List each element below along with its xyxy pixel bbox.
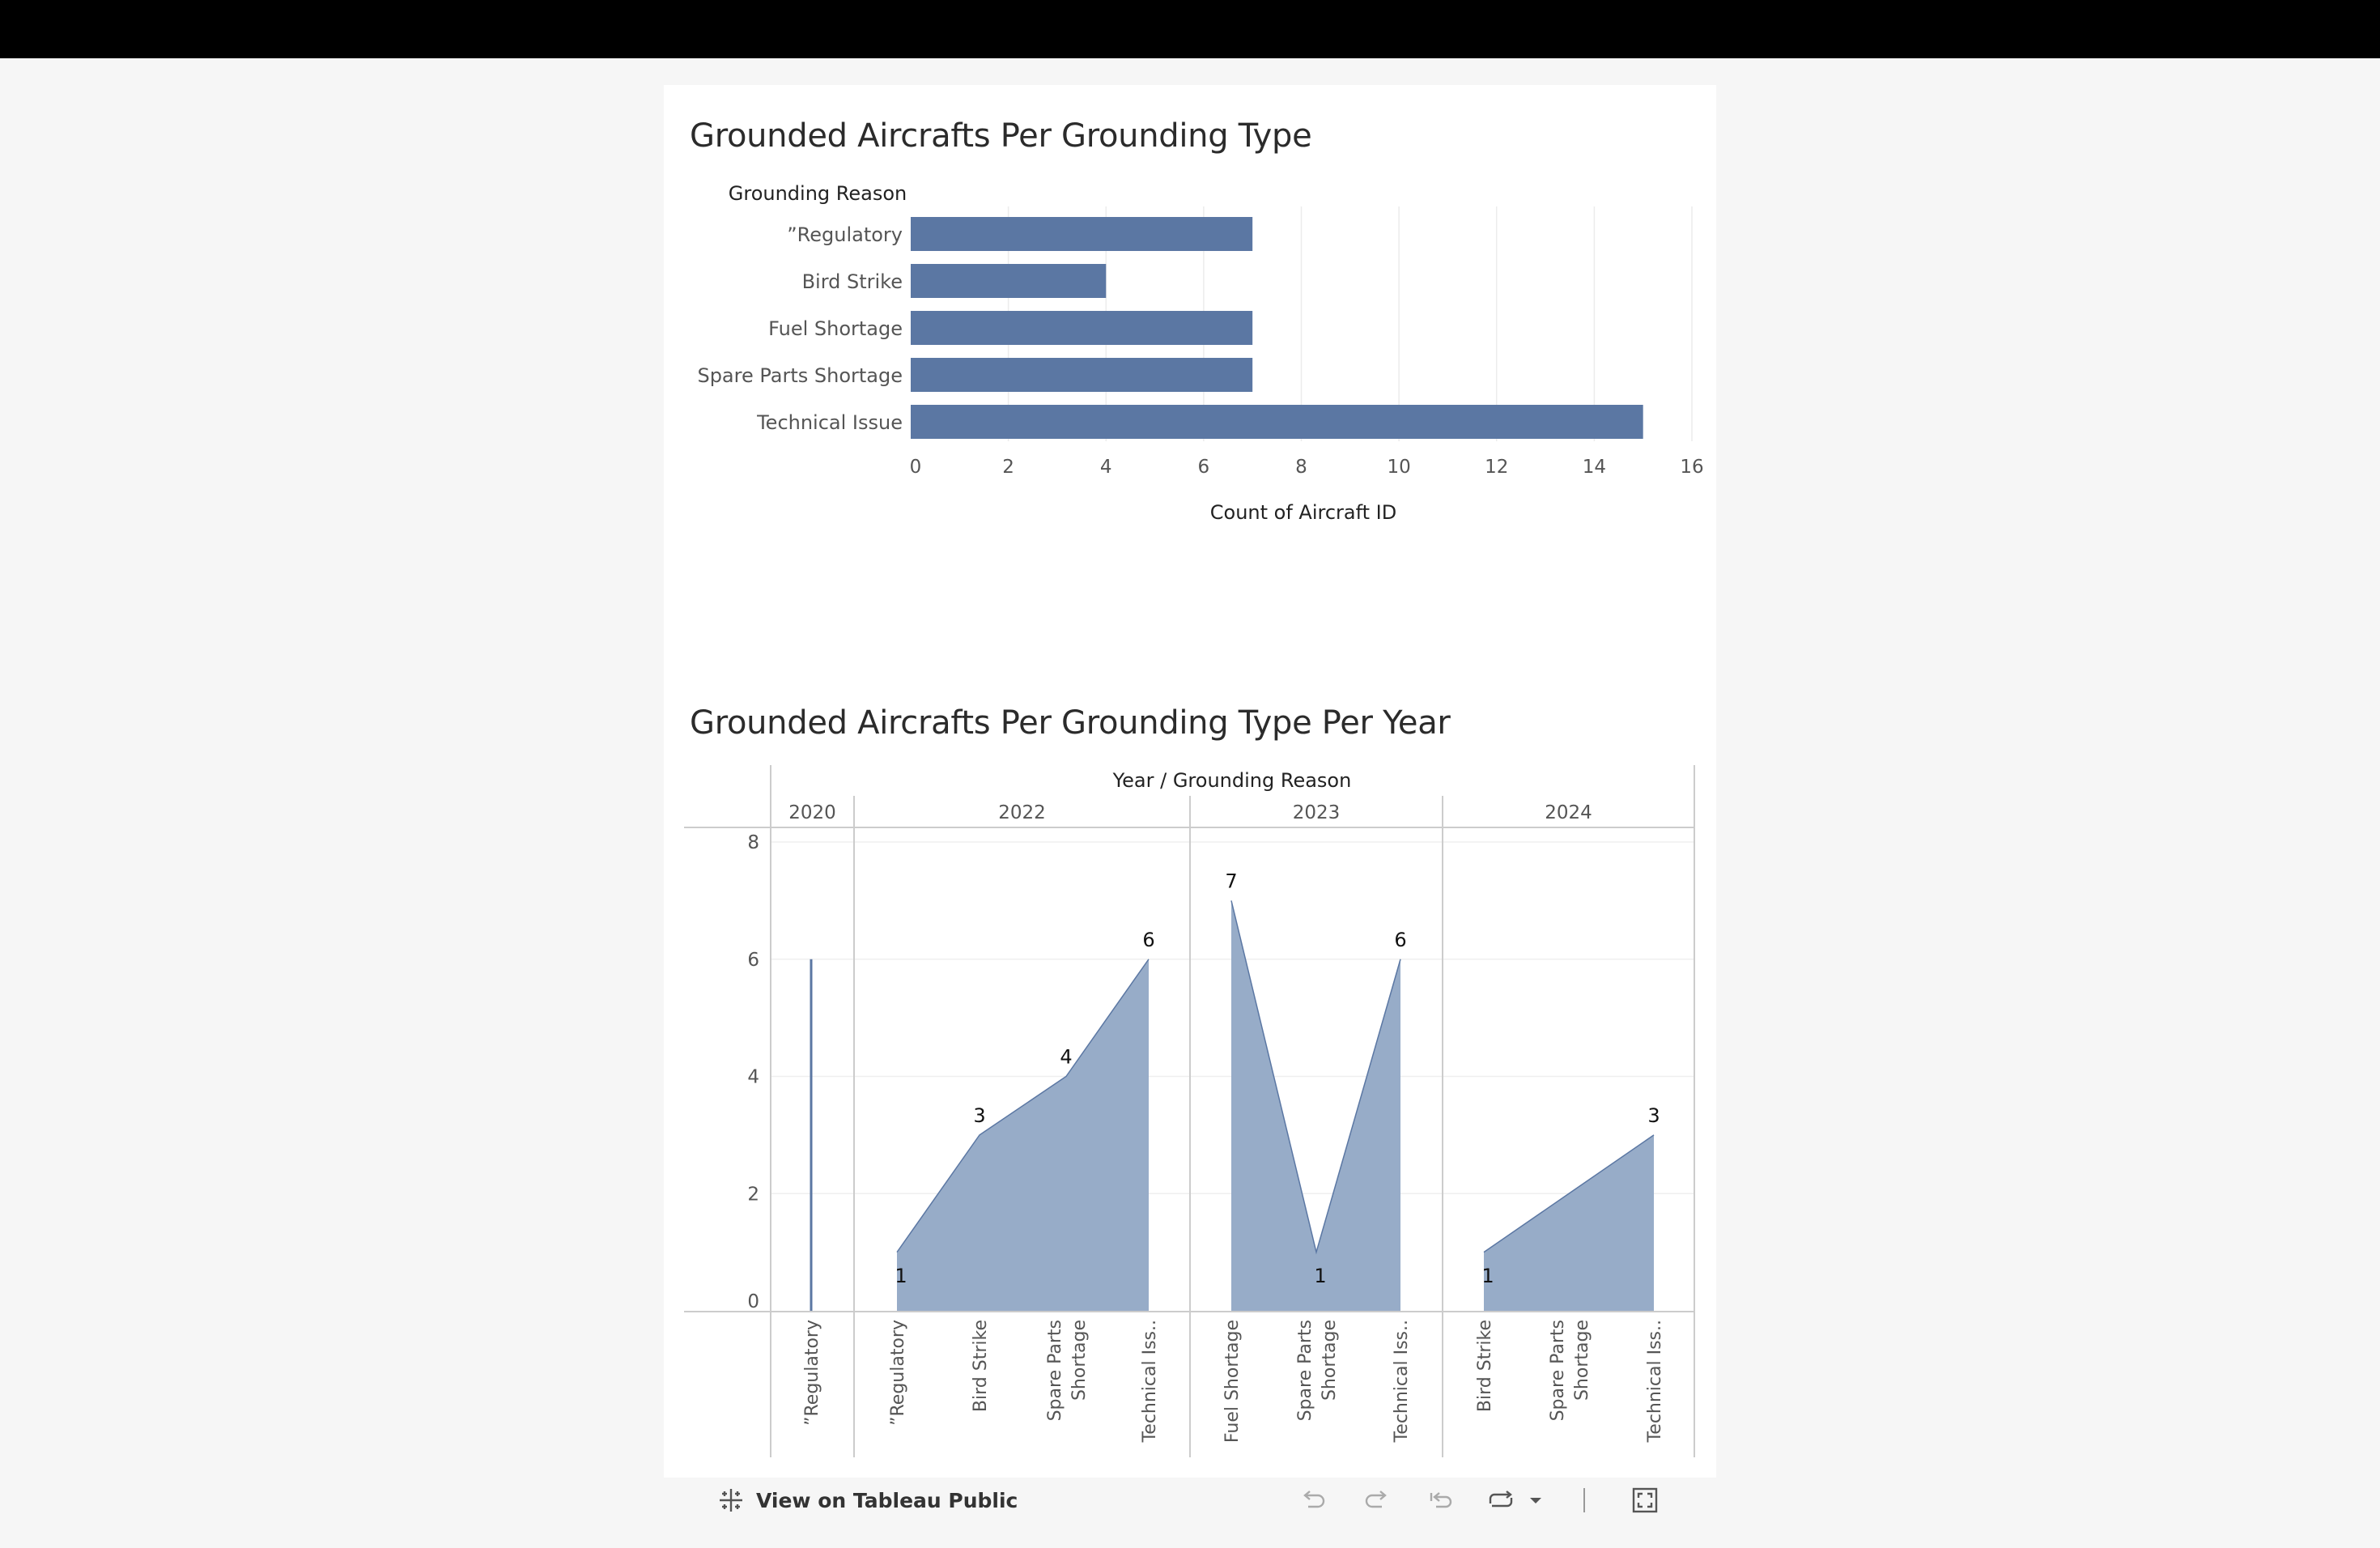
year-header: 2020: [788, 802, 836, 823]
revert-button[interactable]: [1426, 1486, 1456, 1515]
bar-chart-title: Grounded Aircrafts Per Grounding Type: [690, 117, 1312, 155]
bar: [911, 217, 1253, 251]
category-header: Grounding Reason: [729, 182, 907, 205]
tableau-logo-icon: [716, 1485, 746, 1516]
bar: [911, 405, 1643, 439]
category-label: Fuel Shortage: [768, 317, 903, 340]
data-label: 6: [1142, 929, 1154, 951]
area-outline: [1230, 900, 1401, 1255]
top-bar: [0, 0, 2380, 58]
category-tick-label: Technical Iss..: [1645, 1320, 1665, 1443]
category-tick-label: Shortage: [1069, 1320, 1090, 1401]
bar-chart: Grounding Reason ”Regulatory Bird Strike Fu…: [697, 182, 1703, 524]
category-tick-label: Bird Strike: [971, 1320, 991, 1412]
bar: [911, 311, 1253, 345]
x-tick-label: 0: [910, 457, 922, 478]
category-tick-label: Technical Iss..: [1140, 1320, 1160, 1443]
y-tick-label: 6: [747, 950, 759, 971]
y-tick-label: 2: [747, 1184, 759, 1205]
bar: [911, 264, 1107, 298]
category-tick-label: ”Regulatory: [888, 1320, 908, 1426]
y-tick-label: 8: [747, 832, 759, 853]
y-tick-label: 0: [747, 1291, 759, 1312]
toolbar-divider: [1583, 1486, 1586, 1515]
fullscreen-button[interactable]: [1630, 1486, 1660, 1515]
x-axis-label: Count of Aircraft ID: [1210, 501, 1396, 524]
category-tick-label: Spare Parts: [1295, 1320, 1315, 1421]
area-outline: [1483, 1134, 1655, 1253]
category-label: ”Regulatory: [787, 223, 903, 246]
view-on-tableau-public-link[interactable]: View on Tableau Public: [716, 1486, 1018, 1515]
data-label: 7: [1225, 870, 1237, 892]
data-label: 1: [895, 1265, 907, 1287]
revert-icon: [1426, 1485, 1456, 1516]
y-tick-label: 4: [747, 1067, 759, 1088]
fullscreen-icon: [1630, 1485, 1660, 1516]
data-label: 1: [1481, 1265, 1494, 1287]
category-tick-label: Spare Parts: [1548, 1320, 1568, 1421]
refresh-icon: [1485, 1485, 1516, 1516]
x-header-label: Year / Grounding Reason: [1112, 769, 1352, 792]
x-tick-label: 10: [1387, 457, 1410, 478]
category-tick-label: Technical Iss..: [1392, 1320, 1412, 1443]
x-tick-label: 2: [1002, 457, 1014, 478]
area-chart: Year / Grounding Reason02468Count of Air…: [684, 765, 1695, 1457]
category-tick-label: Shortage: [1320, 1320, 1340, 1401]
area-series: [1231, 900, 1400, 1311]
category-tick-label: Shortage: [1572, 1320, 1592, 1401]
tableau-toolbar: View on Tableau Public: [664, 1478, 1716, 1522]
year-header: 2024: [1545, 802, 1592, 823]
data-label: 6: [1394, 929, 1406, 951]
data-label: 1: [1314, 1265, 1326, 1287]
data-label: 4: [1060, 1046, 1072, 1069]
year-header: 2022: [998, 802, 1046, 823]
x-tick-label: 14: [1583, 457, 1606, 478]
bar: [911, 358, 1253, 392]
x-tick-label: 6: [1198, 457, 1210, 478]
redo-button[interactable]: [1362, 1486, 1392, 1515]
redo-icon: [1362, 1485, 1392, 1516]
area-outline: [896, 959, 1150, 1253]
view-on-tableau-public-label: View on Tableau Public: [756, 1488, 1018, 1512]
area-series: [897, 959, 1149, 1311]
category-tick-label: Bird Strike: [1475, 1320, 1495, 1412]
data-label: 3: [973, 1104, 985, 1127]
area-chart-title: Grounded Aircrafts Per Grounding Type Pe…: [690, 704, 1451, 742]
x-tick-label: 12: [1485, 457, 1508, 478]
category-tick-label: Fuel Shortage: [1222, 1320, 1243, 1443]
year-header: 2023: [1293, 802, 1341, 823]
refresh-button[interactable]: [1485, 1486, 1516, 1515]
undo-icon: [1298, 1485, 1328, 1516]
x-tick-label: 16: [1680, 457, 1703, 478]
category-tick-label: Spare Parts: [1045, 1320, 1065, 1421]
category-tick-label: ”Regulatory: [802, 1320, 822, 1426]
x-tick-label: 4: [1100, 457, 1112, 478]
dropdown-caret-icon: [1520, 1485, 1551, 1516]
category-label: Technical Issue: [756, 411, 903, 434]
category-label: Bird Strike: [802, 270, 903, 293]
data-label: 3: [1647, 1104, 1660, 1127]
undo-button[interactable]: [1298, 1486, 1328, 1515]
refresh-dropdown-button[interactable]: [1520, 1486, 1551, 1515]
category-label: Spare Parts Shortage: [697, 364, 903, 387]
area-series: [1484, 1134, 1654, 1311]
x-tick-label: 8: [1295, 457, 1307, 478]
